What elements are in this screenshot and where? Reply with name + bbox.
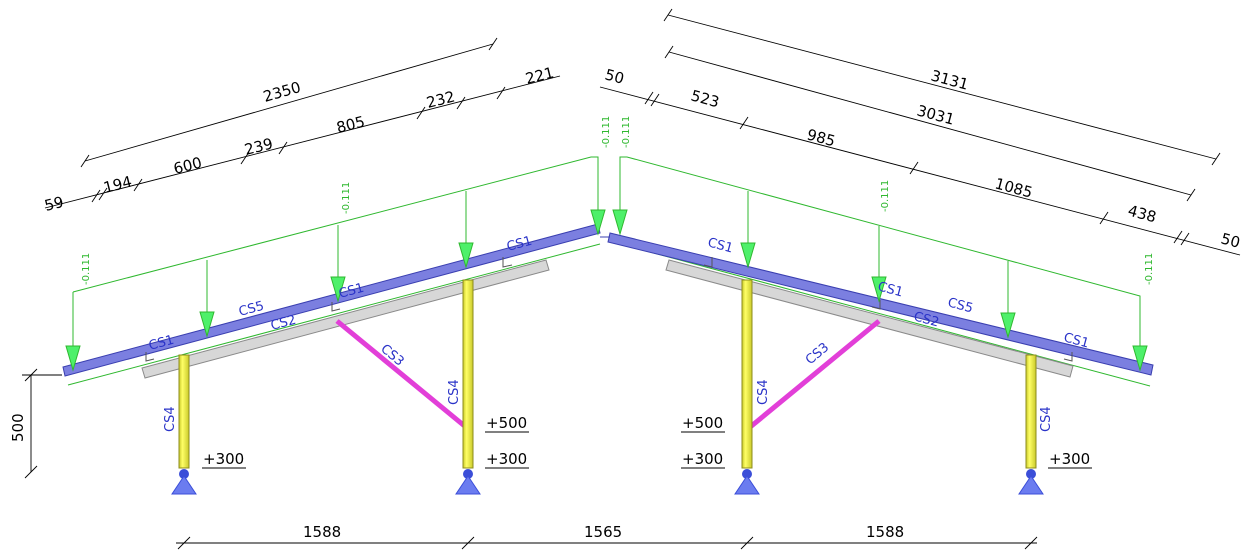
load-label-left: -0.111 bbox=[81, 253, 92, 285]
dim-right-seg-4: 1085 bbox=[993, 174, 1035, 201]
level-col2-500: +500 bbox=[486, 414, 527, 432]
load-arrow-icon bbox=[871, 276, 887, 303]
dim-left-seg-6: 232 bbox=[425, 87, 457, 111]
dim-left-seg-4: 239 bbox=[243, 134, 275, 158]
right-dimension-chain: 3131 3031 50 523 985 1085 438 50 bbox=[599, 8, 1242, 256]
label-cs1-right-ridge: CS1 bbox=[706, 235, 735, 256]
load-label-ridge-right: -0.111 bbox=[621, 116, 632, 148]
dim-left-seg-3: 600 bbox=[172, 153, 204, 177]
dim-left-total: 2350 bbox=[261, 78, 303, 106]
load-arrow-icon bbox=[590, 209, 606, 236]
load-arrow-icon bbox=[330, 276, 346, 303]
load-arrow-icon bbox=[458, 242, 474, 269]
connection-brackets bbox=[145, 257, 1073, 362]
label-cs1-right-eave: CS1 bbox=[1062, 330, 1091, 351]
label-cs1-right-mid: CS1 bbox=[876, 279, 905, 300]
label-cs4-col1: CS4 bbox=[163, 406, 178, 432]
load-arrow-icon bbox=[1000, 312, 1016, 339]
label-cs5-right: CS5 bbox=[946, 295, 975, 316]
label-cs4-col3: CS4 bbox=[756, 379, 771, 405]
label-cs4-col2: CS4 bbox=[447, 379, 462, 405]
load-label-left-mid: -0.111 bbox=[341, 182, 352, 214]
label-cs1-left-ridge: CS1 bbox=[505, 234, 534, 255]
load-arrow-icon bbox=[612, 209, 628, 236]
label-cs1-left-eave: CS1 bbox=[147, 333, 176, 354]
wind-load-diagram: -0.111 -0.111 -0.111 -0.111 -0.111 -0.11… bbox=[67, 116, 1155, 387]
dim-bottom-1: 1588 bbox=[303, 523, 341, 541]
level-markers: +300 +500 +300 +500 +300 +300 bbox=[202, 414, 1092, 469]
load-label-right-mid: -0.111 bbox=[880, 180, 891, 212]
lower-chord-members bbox=[141, 259, 1074, 379]
load-label-right: -0.111 bbox=[1144, 253, 1155, 285]
pinned-support-icon bbox=[734, 469, 760, 495]
load-arrow-icon bbox=[1132, 345, 1148, 372]
supports bbox=[171, 469, 1044, 495]
label-cs2-right: CS2 bbox=[912, 309, 941, 330]
dim-right-seg-5: 438 bbox=[1126, 201, 1158, 226]
dim-bottom-2: 1565 bbox=[584, 523, 622, 541]
level-col2-300: +300 bbox=[486, 450, 527, 468]
dim-right-seg-2: 523 bbox=[689, 86, 721, 111]
level-col3-500: +500 bbox=[682, 414, 723, 432]
pinned-support-icon bbox=[455, 469, 481, 495]
label-cs3-left: CS3 bbox=[377, 342, 406, 370]
bottom-dimension-chain: 1588 1565 1588 bbox=[176, 523, 1038, 550]
label-cs2-left: CS2 bbox=[269, 313, 298, 334]
left-dimension-chain: 2350 59 194 600 239 805 232 221 bbox=[43, 37, 561, 215]
height-dimension: 500 bbox=[9, 368, 62, 479]
load-arrow-icon bbox=[65, 345, 81, 372]
pinned-support-icon bbox=[171, 469, 197, 495]
load-arrows bbox=[65, 209, 1148, 372]
label-cs5-left: CS5 bbox=[237, 299, 266, 320]
dim-bottom-3: 1588 bbox=[866, 523, 904, 541]
dim-right-seg-3: 985 bbox=[805, 125, 837, 150]
dim-right-total: 3131 bbox=[929, 66, 971, 93]
load-arrow-icon bbox=[740, 242, 756, 269]
columns bbox=[178, 279, 1037, 469]
dim-height: 500 bbox=[9, 413, 27, 442]
dim-left-seg-1: 59 bbox=[43, 193, 66, 215]
dim-left-seg-2: 194 bbox=[102, 172, 134, 196]
dim-right-seg-6: 50 bbox=[1219, 229, 1242, 251]
dim-left-seg-5: 805 bbox=[335, 112, 367, 136]
dim-left-seg-7: 221 bbox=[524, 63, 556, 87]
dim-right-seg-1: 50 bbox=[603, 65, 626, 87]
diagonal-braces bbox=[335, 319, 881, 430]
load-label-ridge-left: -0.111 bbox=[601, 116, 612, 148]
load-arrow-icon bbox=[199, 311, 215, 338]
label-cs4-col4: CS4 bbox=[1039, 406, 1054, 432]
pinned-support-icon bbox=[1018, 469, 1044, 495]
level-col4-300: +300 bbox=[1049, 450, 1090, 468]
level-col1-300: +300 bbox=[203, 450, 244, 468]
level-col3-300: +300 bbox=[682, 450, 723, 468]
label-cs1-left-mid: CS1 bbox=[337, 281, 366, 302]
